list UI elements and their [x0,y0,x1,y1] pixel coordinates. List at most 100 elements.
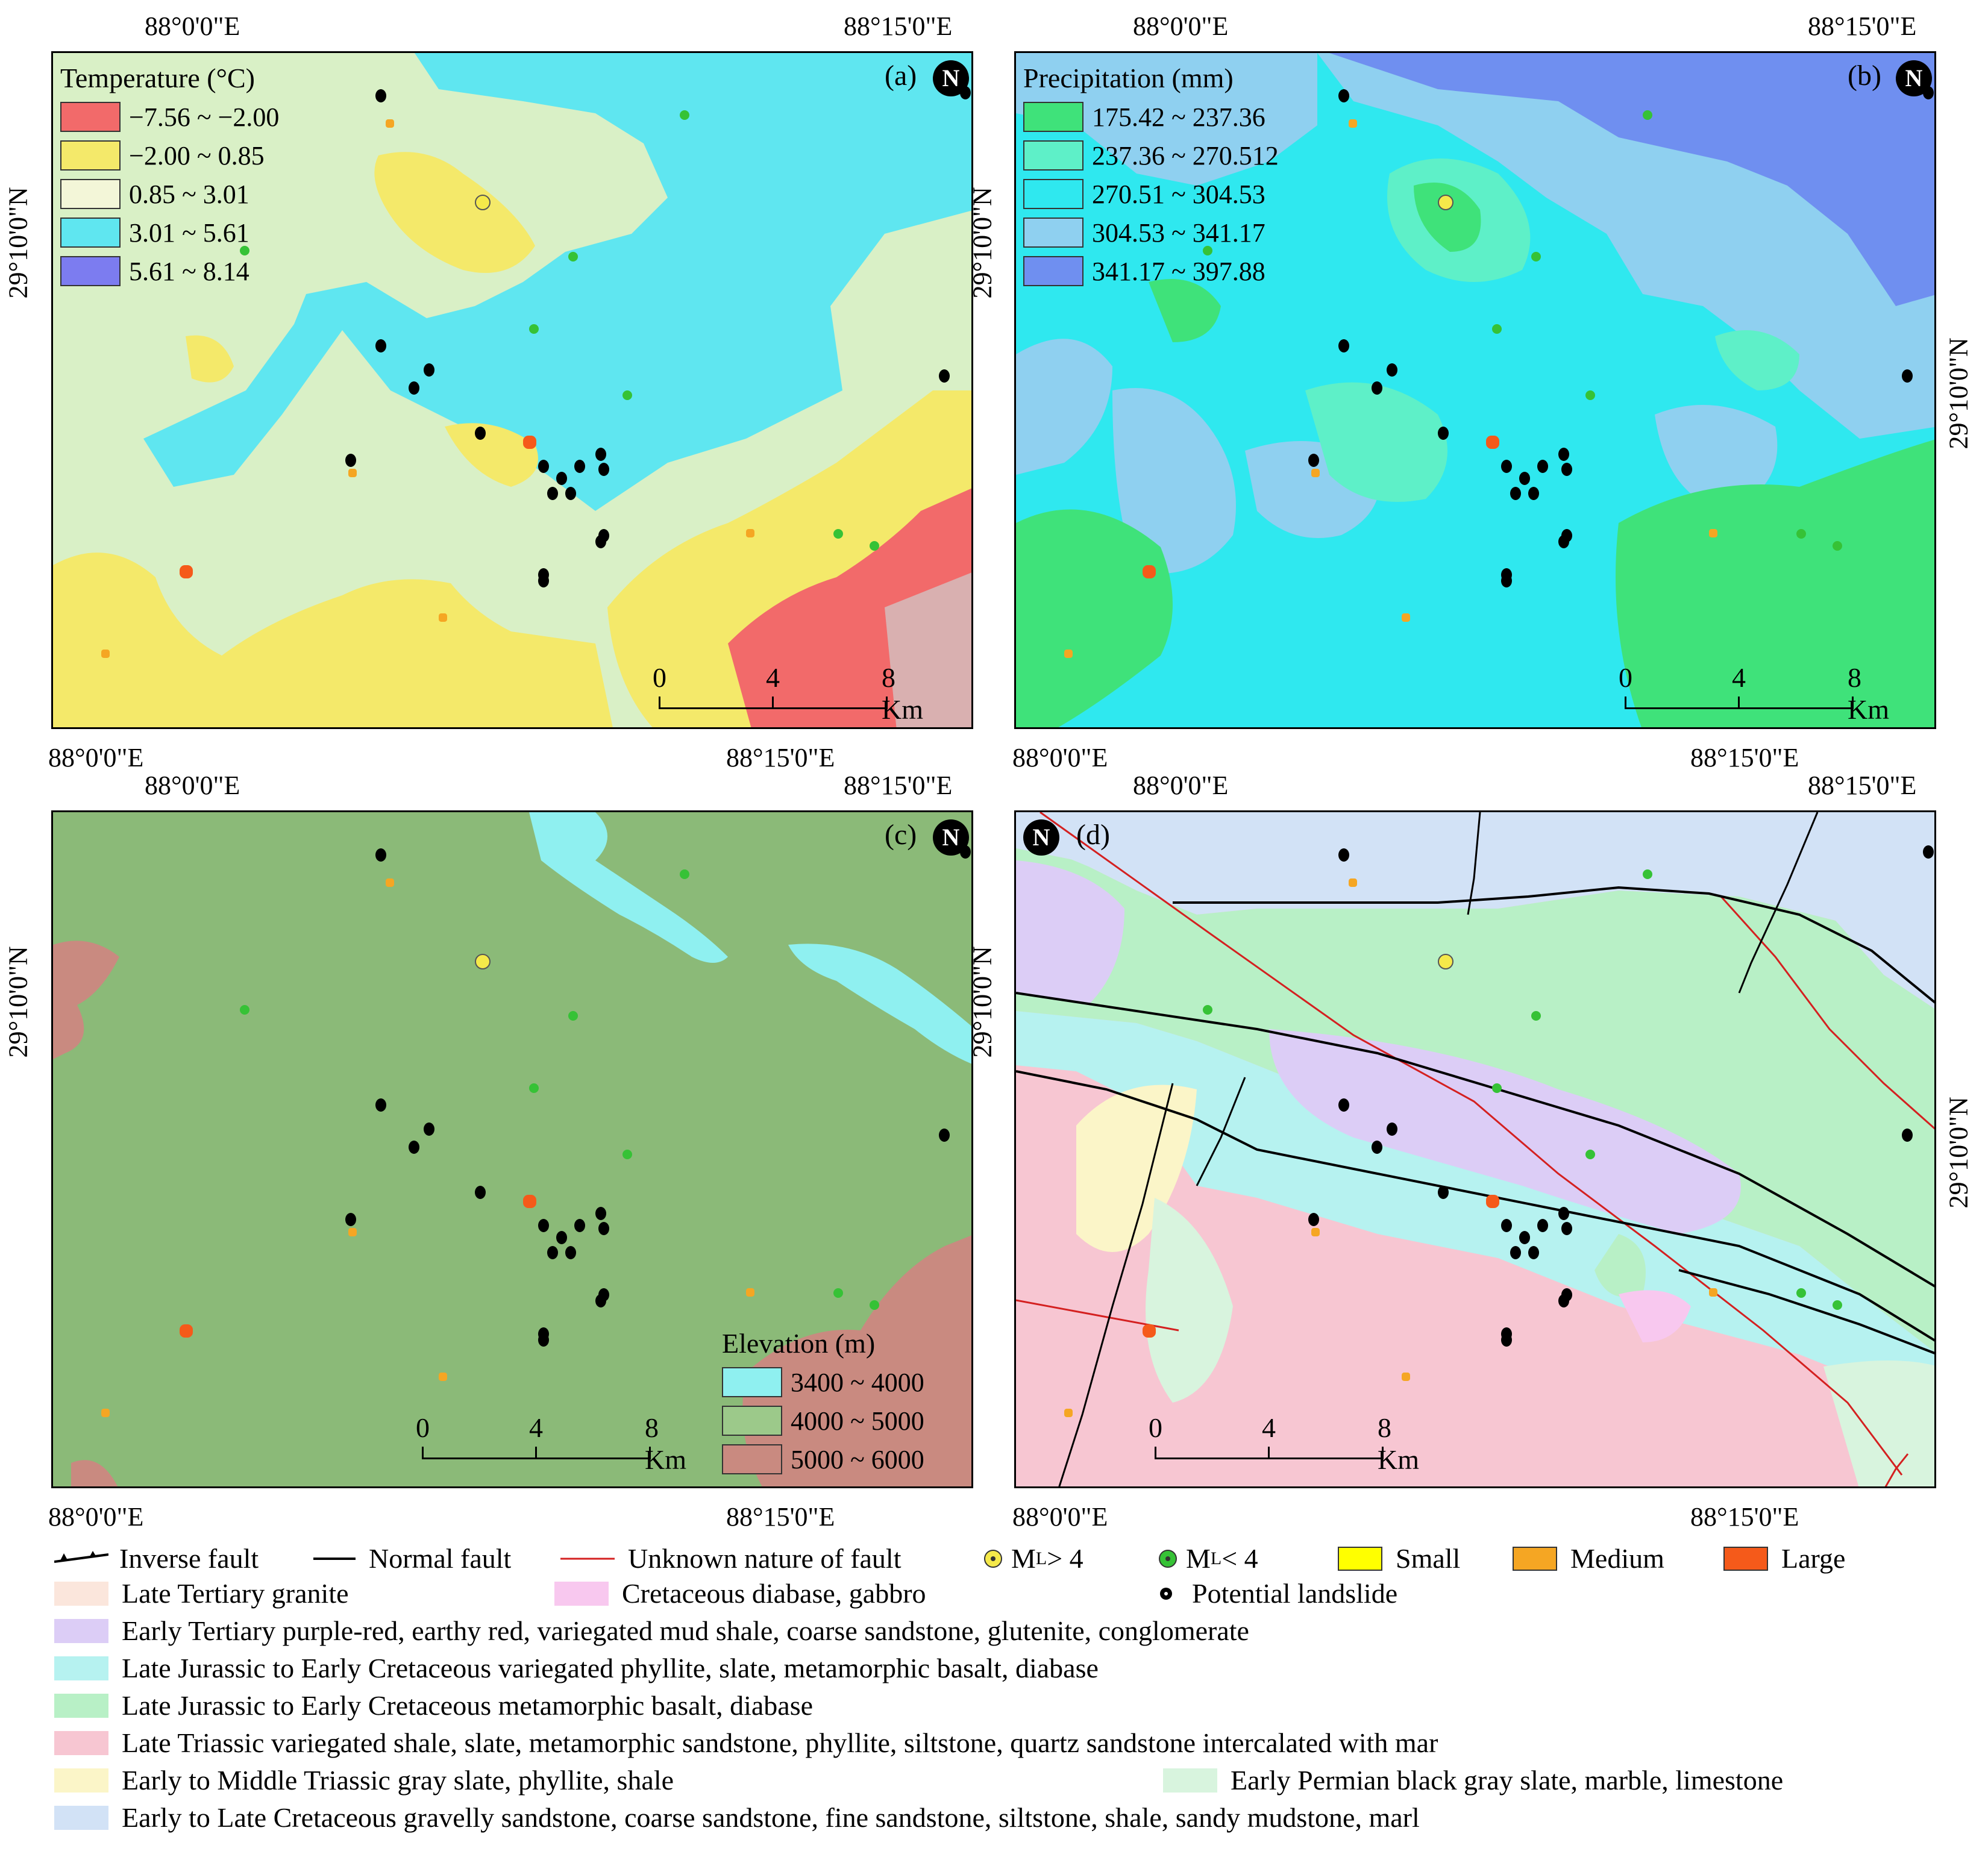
legend-medium: Medium [1513,1542,1664,1574]
potential-landslide-marker [1558,448,1569,461]
lon-label-bottom-right-d: 88°15'0"E [1690,1502,1799,1532]
potential-landslide-marker [598,1222,609,1235]
medium-landslide-marker [101,1409,110,1417]
earthquake-ml-lt4-marker [529,324,539,334]
lat-label-a: 29°10'0"N [3,187,33,299]
potential-landslide-marker [565,1246,576,1259]
legend-item: 3.01 ~ 5.61 [60,213,279,252]
potential-landslide-marker [547,1246,558,1259]
legend-lithology-item: Early to Middle Triassic gray slate, phy… [54,1764,674,1796]
earthquake-ml-lt4-marker [1796,529,1806,539]
potential-landslide-marker [375,339,386,352]
potential-landslide-marker [538,574,549,587]
map-panel-b[interactable]: (b) N Precipitation (mm) 175.42 ~ 237.36… [1014,51,1936,729]
earthquake-ml-lt4-marker [1585,390,1595,400]
lat-label-d-left: 29°10'0"N [967,946,997,1058]
panel-label-b: (b) [1848,60,1881,92]
potential-landslide-marker [1438,427,1449,440]
lon-label-top-left-c: 88°0'0"E [145,771,240,800]
earthquake-ml-lt4-marker [1833,541,1842,551]
earthquake-ml-lt4-marker [1531,1011,1541,1021]
medium-landslide-marker [1402,1373,1410,1381]
legend-lithology-item: Late Jurassic to Early Cretaceous metamo… [54,1689,813,1721]
potential-landslide-marker [595,1294,606,1307]
legend-item: 4000 ~ 5000 [722,1401,924,1440]
earthquake-ml-lt4-marker [240,1005,249,1015]
potential-landslide-marker [424,1122,434,1136]
earthquake-ml-lt4-marker [568,252,578,261]
potential-landslide-marker [424,363,434,377]
potential-landslide-marker [1923,86,1934,99]
map-panel-a[interactable]: (a) N Temperature (°C) −7.56 ~ −2.00 −2.… [51,51,973,729]
legend-lithology-item: Late Tertiary granite [54,1577,349,1609]
earthquake-ml-lt4-marker [1585,1150,1595,1159]
earthquake-ml-lt4-marker [240,246,249,255]
legend-item: −7.56 ~ −2.00 [60,98,279,136]
potential-landslide-marker [1387,363,1397,377]
temperature-surface [53,53,971,727]
legend-title: Temperature (°C) [60,63,255,93]
potential-landslide-marker [565,487,576,500]
lon-label-bottom-right-a: 88°15'0"E [726,743,835,772]
legend-lithology-item: Late Triassic variegated shale, slate, m… [54,1727,1438,1759]
medium-landslide-marker [1402,613,1410,622]
earthquake-ml-lt4-marker [1531,252,1541,261]
lon-label-top-right-a: 88°15'0"E [844,11,953,41]
earthquake-ml-lt4-marker [1833,1300,1842,1310]
potential-landslide-marker [1372,381,1382,395]
legend-inverse-fault: Inverse fault [54,1542,259,1574]
large-landslide-marker [1143,565,1156,578]
potential-landslide-marker [1558,1294,1569,1307]
lon-label-bottom-left-a: 88°0'0"E [48,743,144,772]
potential-landslide-marker [960,845,971,859]
panel-label-d: (d) [1076,819,1110,851]
earthquake-ml-lt4-marker [680,110,689,120]
large-landslide-marker [1486,436,1499,449]
potential-landslide-marker [1308,454,1319,467]
large-landslide-marker [180,565,193,578]
earthquake-ml-lt4-marker [568,1011,578,1021]
lon-label-top-left-d: 88°0'0"E [1133,771,1229,800]
earthquake-ml-lt4-marker [1643,110,1652,120]
legend-item: 5.61 ~ 8.14 [60,252,279,290]
potential-landslide-marker [375,848,386,862]
map-panel-c[interactable]: (c) N Elevation (m) 3400 ~ 4000 4000 ~ 5… [51,810,973,1488]
potential-landslide-marker [1501,460,1512,473]
medium-landslide-marker [1064,650,1073,658]
earthquake-ml-lt4-marker [1492,1083,1502,1093]
medium-landslide-marker [1349,878,1357,887]
potential-landslide-marker [1558,535,1569,548]
north-arrow-icon: N [933,819,969,856]
potential-landslide-marker [538,460,549,473]
earthquake-ml-lt4-marker [1203,1005,1212,1015]
potential-landslide-marker [595,448,606,461]
potential-landslide-marker [1501,1219,1512,1232]
precipitation-surface [1016,53,1934,727]
medium-landslide-marker [1311,1228,1320,1236]
lon-label-bottom-left-c: 88°0'0"E [48,1502,144,1532]
potential-landslide-marker [1501,574,1512,587]
potential-landslide-marker [574,1219,585,1232]
lat-label-c: 29°10'0"N [3,946,33,1058]
legend-lithology-item: Late Jurassic to Early Cretaceous varieg… [54,1652,1099,1684]
medium-landslide-marker [746,1288,754,1297]
north-arrow-icon: N [1023,819,1059,856]
potential-landslide-marker [1338,1098,1349,1112]
earthquake-ml-lt4-marker [1203,246,1212,255]
lon-label-top-left-a: 88°0'0"E [145,11,240,41]
legend-potential-landslide: Potential landslide [1157,1577,1397,1609]
potential-landslide-marker [1308,1213,1319,1226]
potential-landslide-marker [1387,1122,1397,1136]
medium-landslide-marker [386,119,394,128]
potential-landslide-marker [1902,369,1913,383]
potential-landslide-marker [1923,845,1934,859]
potential-landslide-marker [1537,460,1548,473]
potential-landslide-marker [538,1219,549,1232]
legend-lithology-item: Cretaceous diabase, gabbro [554,1577,926,1609]
legend-title: Precipitation (mm) [1023,63,1234,93]
potential-landslide-marker [1519,472,1530,485]
